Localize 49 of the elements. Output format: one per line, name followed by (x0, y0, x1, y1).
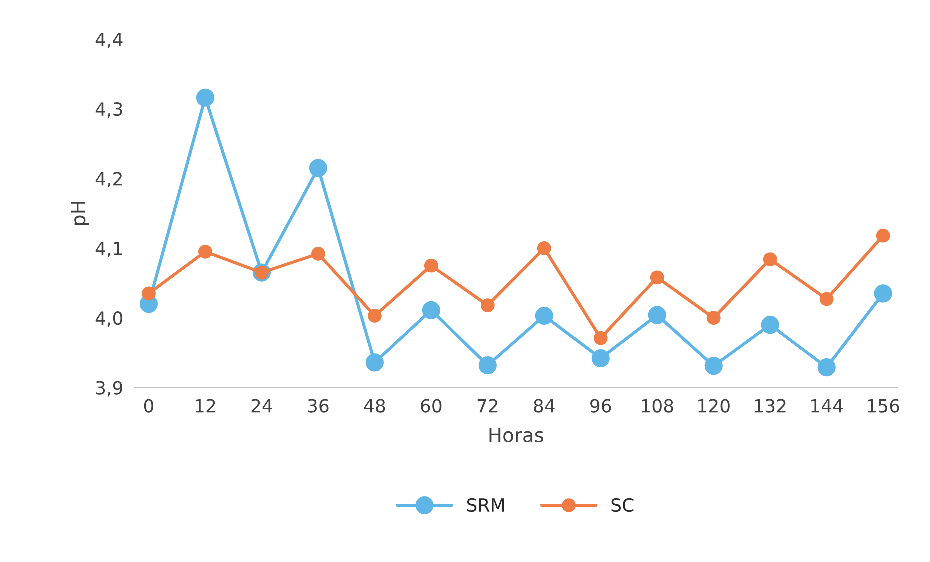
legend-label: SC (612, 498, 634, 512)
x-tick-label: 108 (642, 399, 674, 413)
y-tick-label: 4,3 (96, 102, 122, 118)
x-tick-label: 132 (755, 399, 786, 413)
x-tick-label: 48 (364, 399, 386, 413)
point (594, 331, 608, 346)
x-tick-label: 120 (698, 399, 730, 413)
point (818, 358, 836, 377)
point (537, 241, 552, 256)
point (424, 258, 438, 273)
x-tick-label: 144 (812, 399, 844, 413)
x-tick-label: 96 (590, 399, 612, 413)
point (535, 306, 554, 326)
point (704, 357, 723, 376)
y-tick-label: 4,0 (96, 312, 123, 328)
y-tick-label: 4,2 (96, 172, 122, 188)
y-axis-title: pH (71, 202, 90, 226)
point (311, 247, 326, 261)
x-tick-label: 0 (144, 399, 154, 413)
x-tick-label: 72 (478, 399, 498, 413)
legend-label: SRM (467, 498, 504, 512)
point (650, 270, 664, 285)
point (366, 354, 384, 372)
point (368, 309, 382, 323)
x-axis-title: Horas (490, 428, 544, 443)
point (820, 292, 834, 306)
y-tick-label: 4,4 (96, 33, 123, 48)
x-tick-label: 60 (421, 399, 442, 413)
point (763, 252, 778, 266)
point (592, 349, 610, 368)
point (198, 244, 212, 259)
point (874, 284, 892, 303)
point (648, 306, 666, 324)
x-tick-label: 156 (868, 399, 900, 413)
point (478, 356, 497, 375)
point (309, 159, 328, 178)
x-tick-label: 24 (252, 399, 272, 413)
y-tick-label: 4,1 (96, 242, 122, 258)
x-tick-label: 84 (534, 399, 555, 413)
point (876, 228, 890, 243)
x-tick-label: 36 (308, 399, 329, 413)
point (706, 311, 721, 326)
point (196, 88, 214, 107)
y-tick-label: 3,9 (96, 381, 122, 397)
point (480, 298, 495, 312)
point (761, 316, 780, 334)
point (142, 286, 156, 301)
x-tick-label: 12 (196, 399, 216, 413)
point (422, 301, 440, 320)
